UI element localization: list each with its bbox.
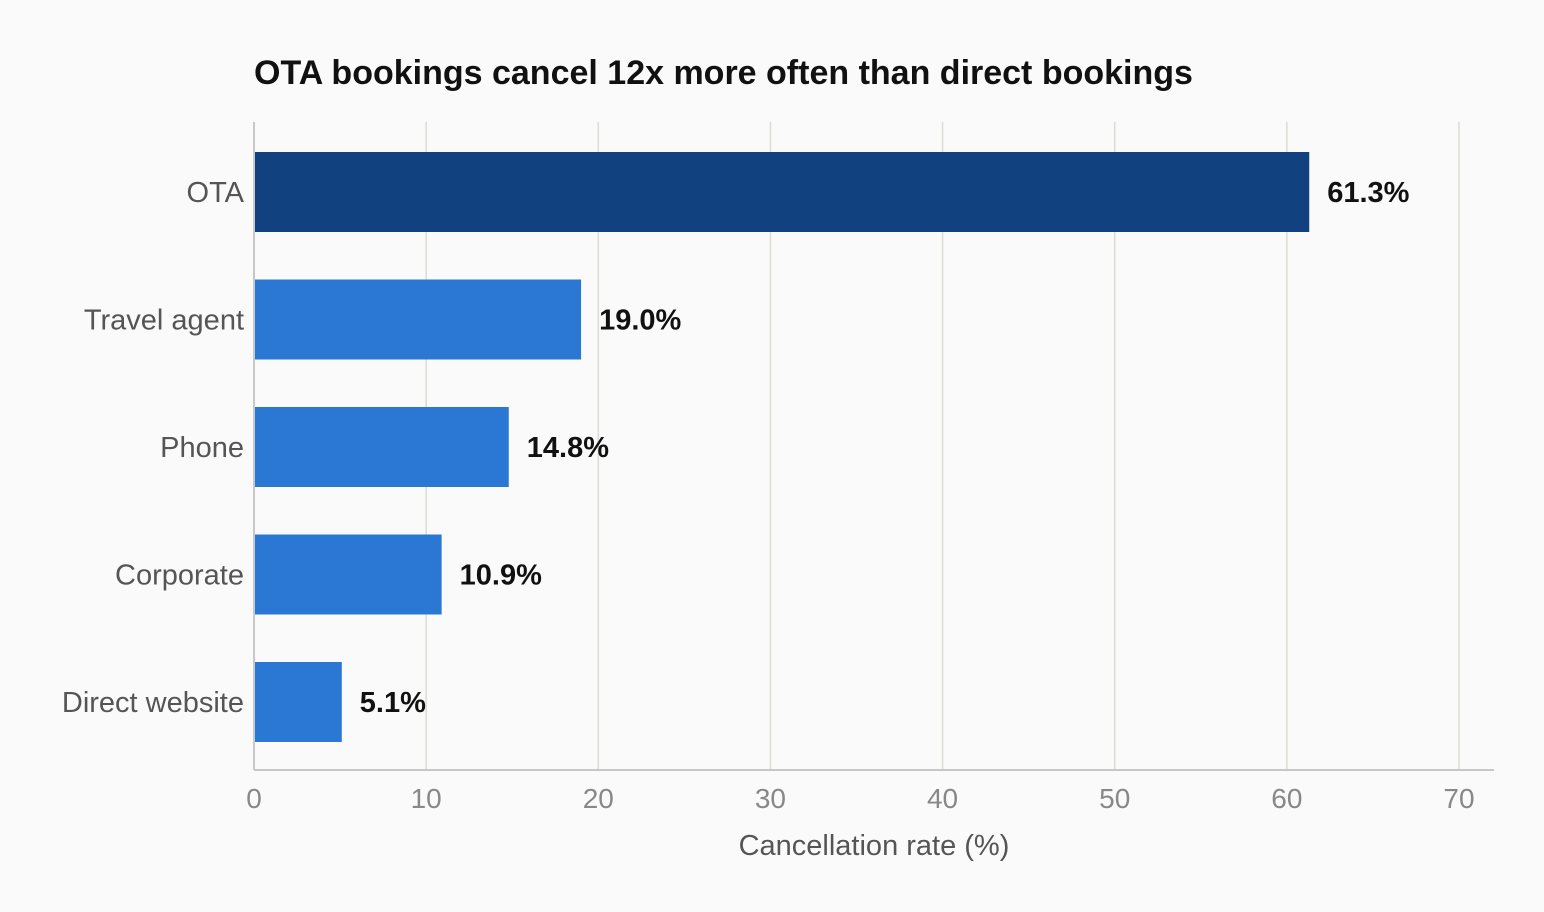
value-label-corporate: 10.9% xyxy=(460,560,542,592)
bar-phone xyxy=(254,407,509,487)
bar-direct-website xyxy=(254,662,342,742)
category-label-ota: OTA xyxy=(187,177,245,209)
category-label-phone: Phone xyxy=(160,432,244,464)
x-tick-label-0: 0 xyxy=(246,783,262,814)
value-label-ota: 61.3% xyxy=(1327,177,1409,209)
bar-travel-agent xyxy=(254,279,582,360)
category-label-direct-website: Direct website xyxy=(62,687,244,719)
x-tick-label-40: 40 xyxy=(927,783,958,814)
chart-title: OTA bookings cancel 12x more often than … xyxy=(254,54,1193,92)
x-tick-label-60: 60 xyxy=(1271,783,1302,814)
x-tick-label-10: 10 xyxy=(411,783,442,814)
bar-corporate xyxy=(254,534,442,615)
x-tick-label-30: 30 xyxy=(755,783,786,814)
x-axis-title: Cancellation rate (%) xyxy=(739,830,1010,862)
bar-ota xyxy=(254,152,1310,232)
x-tick-label-20: 20 xyxy=(583,783,614,814)
x-tick-label-70: 70 xyxy=(1443,783,1474,814)
category-label-corporate: Corporate xyxy=(115,560,244,592)
value-label-direct-website: 5.1% xyxy=(360,687,426,719)
value-label-travel-agent: 19.0% xyxy=(599,305,681,337)
bars xyxy=(254,152,1310,742)
axes xyxy=(253,122,1494,771)
labels: 0 10 20 30 40 50 60 70 OTA 61.3% Travel agent 19.0%… xyxy=(62,177,1475,814)
category-label-travel-agent: Travel agent xyxy=(84,305,244,337)
value-label-phone: 14.8% xyxy=(527,432,609,464)
x-tick-label-50: 50 xyxy=(1099,783,1130,814)
